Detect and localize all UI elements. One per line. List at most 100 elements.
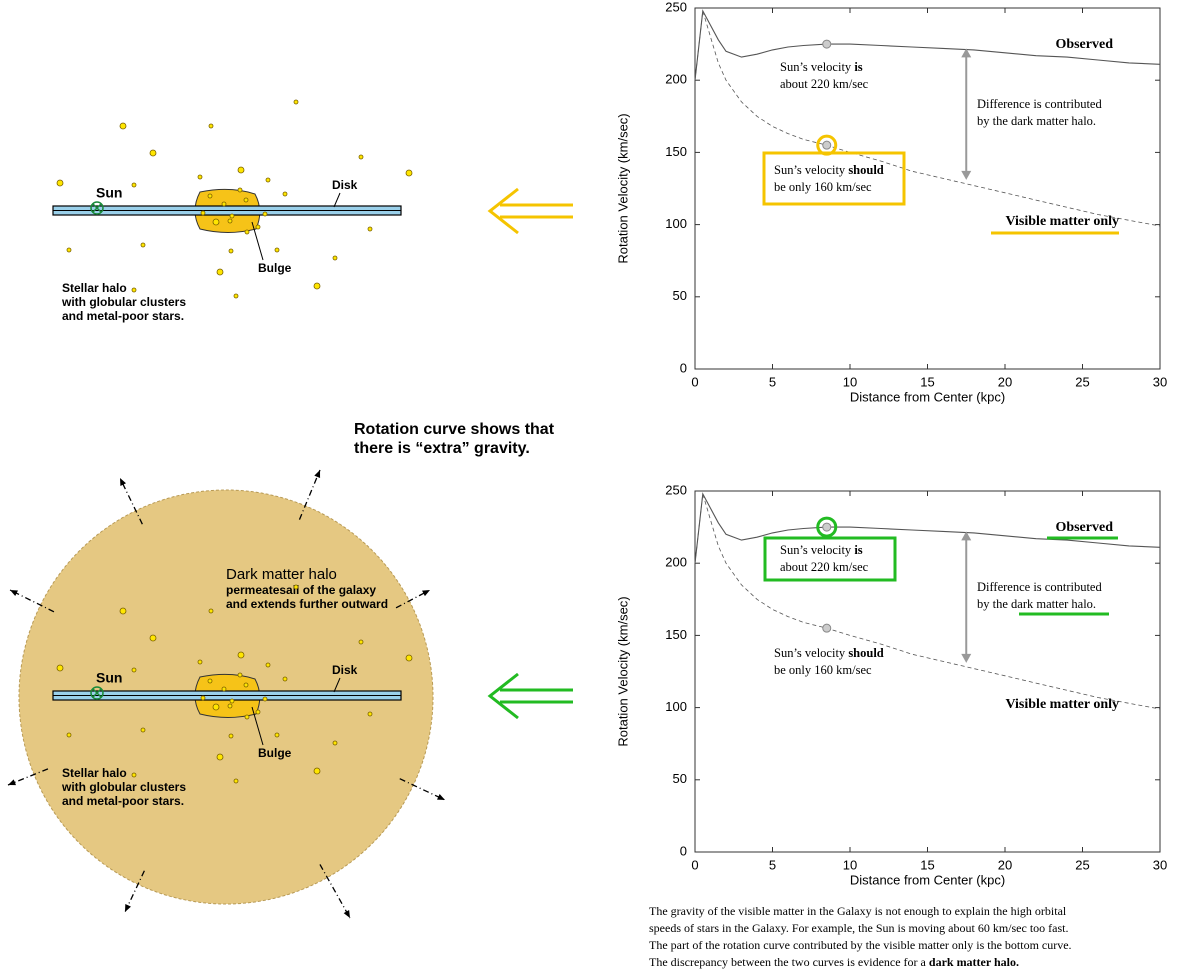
x-tick-label: 20: [998, 857, 1012, 872]
star: [119, 122, 127, 130]
annotation-part: about 220 km/sec: [780, 560, 869, 574]
arrow-head: [961, 170, 972, 180]
star: [262, 696, 268, 702]
caption: The part of the rotation curve contribut…: [649, 938, 1072, 952]
sun: [90, 686, 104, 700]
y-tick-label: 150: [665, 627, 687, 642]
y-tick-label: 250: [665, 482, 687, 497]
star: [197, 174, 203, 180]
disk-label: Disk: [332, 663, 358, 677]
star: [212, 703, 220, 711]
star: [282, 676, 288, 682]
star: [367, 711, 373, 717]
y-tick-label: 200: [665, 555, 687, 570]
arrow-head: [125, 904, 131, 912]
sun: [90, 201, 104, 215]
star: [265, 177, 271, 183]
star: [149, 149, 157, 157]
star: [228, 248, 234, 254]
series-line: [694, 9, 1161, 81]
y-tick-label: 50: [673, 288, 687, 303]
caption-part: dark matter halo.: [929, 955, 1019, 969]
annotation-part: Sun’s velocity: [780, 60, 854, 74]
star: [405, 169, 413, 177]
expansion-arrow: [119, 477, 143, 525]
caption-part: The discrepancy between the two curves i…: [649, 955, 929, 969]
pointer: [333, 192, 341, 208]
sun-cross: [92, 688, 102, 698]
headline: there is “extra” gravity.: [354, 440, 530, 457]
star: [358, 154, 364, 160]
star: [56, 179, 64, 187]
dark-matter-label: permeatesall of the galaxy: [226, 583, 376, 597]
x-tick-label: 25: [1075, 857, 1089, 872]
star: [227, 703, 233, 709]
star: [228, 733, 234, 739]
star: [237, 672, 243, 678]
x-tick-label: 0: [691, 374, 698, 389]
annotation: by the dark matter halo.: [977, 114, 1096, 128]
sun-marker: [822, 522, 832, 532]
star: [243, 682, 249, 688]
annotation-part: Difference is contributed: [977, 580, 1102, 594]
star: [221, 201, 227, 207]
highlight-box: [763, 536, 897, 582]
series-label: Visible matter only: [1005, 214, 1119, 229]
sun-marker: [822, 39, 832, 49]
annotation-part: be only 160 km/sec: [774, 180, 872, 194]
star: [131, 287, 137, 293]
arrow-head: [343, 910, 350, 918]
annotation: be only 160 km/sec: [774, 663, 872, 677]
annotation: Difference is contributed: [977, 97, 1102, 111]
annotation: Sun’s velocity is: [780, 543, 863, 557]
annotation-part: is: [854, 543, 862, 557]
annotation-part: should: [848, 163, 883, 177]
annotation-part: Difference is contributed: [977, 97, 1102, 111]
star: [243, 197, 249, 203]
annotation: about 220 km/sec: [780, 560, 869, 574]
annotation: Difference is contributed: [977, 580, 1102, 594]
annotation-part: is: [854, 60, 862, 74]
headline: Rotation curve shows that: [354, 421, 555, 438]
y-tick-label: 200: [665, 72, 687, 87]
annotation: about 220 km/sec: [780, 77, 869, 91]
star: [227, 218, 233, 224]
arrow-head: [314, 470, 321, 478]
star: [405, 654, 413, 662]
star: [131, 772, 137, 778]
expansion-arrow: [9, 589, 55, 613]
star: [358, 639, 364, 645]
star: [274, 732, 280, 738]
star: [229, 698, 235, 704]
y-tick-label: 150: [665, 144, 687, 159]
sun-marker: [822, 140, 832, 150]
star: [140, 242, 146, 248]
star: [293, 99, 299, 105]
annotation: Sun’s velocity should: [774, 646, 884, 660]
star: [265, 662, 271, 668]
expansion-arrow: [298, 469, 321, 520]
sun-marker: [822, 623, 832, 633]
expansion-arrow: [124, 870, 145, 913]
sun-cross: [92, 203, 102, 213]
highlight-circle: [816, 516, 838, 538]
star: [131, 182, 137, 188]
x-tick-label: 20: [998, 374, 1012, 389]
pointer: [251, 221, 264, 261]
x-tick-label: 15: [920, 857, 934, 872]
x-tick-label: 25: [1075, 374, 1089, 389]
pointer: [251, 706, 264, 746]
stellar-halo-label: Stellar halo: [62, 281, 127, 295]
star: [207, 678, 213, 684]
star: [262, 211, 268, 217]
y-axis-label: Rotation Velocity (km/sec): [615, 596, 630, 746]
star: [313, 282, 321, 290]
double-arrow: [487, 672, 573, 720]
star: [131, 667, 137, 673]
sun-label: Sun: [96, 185, 122, 201]
annotation-part: Sun’s velocity: [774, 163, 848, 177]
series-label: Observed: [1055, 520, 1113, 535]
pointer: [333, 677, 341, 693]
x-axis-label: Distance from Center (kpc): [850, 389, 1005, 404]
star: [207, 193, 213, 199]
